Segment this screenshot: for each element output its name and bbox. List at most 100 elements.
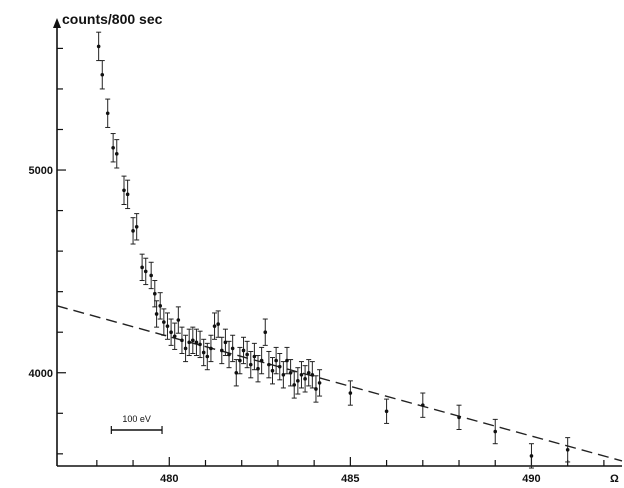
data-point [298, 361, 304, 389]
data-point [168, 318, 174, 346]
data-point [125, 179, 131, 210]
data-marker [122, 188, 126, 193]
data-marker [288, 370, 293, 375]
data-point [306, 359, 312, 387]
data-point [244, 340, 250, 369]
data-marker [314, 387, 318, 391]
data-marker [205, 354, 210, 359]
data-marker [565, 447, 570, 452]
data-marker [125, 192, 130, 197]
data-marker [277, 364, 282, 369]
data-point [105, 98, 111, 128]
data-point [317, 369, 323, 397]
data-marker [134, 224, 139, 229]
data-marker [183, 346, 188, 351]
data-point [96, 31, 102, 62]
data-marker [223, 340, 228, 345]
data-point [291, 371, 297, 399]
data-marker [162, 320, 166, 324]
data-point [172, 322, 178, 350]
data-marker [227, 352, 231, 357]
data-point [130, 217, 136, 245]
data-point [248, 350, 254, 379]
data-point [255, 355, 261, 383]
data-marker [180, 338, 184, 343]
data-marker [263, 330, 268, 335]
y-axis-arrow [53, 18, 61, 28]
data-marker [158, 304, 163, 308]
data-point [456, 404, 462, 431]
data-point [190, 326, 196, 354]
data-marker [176, 318, 181, 322]
data-marker [114, 152, 119, 156]
data-marker [238, 358, 242, 363]
data-point [161, 308, 167, 336]
data-marker [281, 372, 286, 377]
data-marker [252, 354, 257, 359]
data-marker [310, 372, 315, 377]
y-tick-label: 4000 [29, 368, 53, 380]
data-marker [384, 409, 389, 414]
data-point [251, 342, 257, 371]
data-marker [306, 370, 311, 375]
data-point [201, 338, 207, 367]
data-point [215, 310, 221, 338]
data-point [347, 380, 353, 406]
data-marker [143, 269, 148, 274]
data-point [284, 346, 290, 375]
data-point [233, 359, 239, 387]
data-point [154, 300, 160, 328]
data-point [241, 336, 247, 365]
data-marker [131, 229, 135, 233]
data-marker [212, 324, 217, 328]
data-point [204, 342, 210, 371]
data-marker [348, 391, 353, 395]
axes: 4000 5000 480 485 490 100 eV [29, 18, 622, 485]
data-point [302, 365, 308, 393]
data-point [143, 257, 149, 286]
x-tick-label: 490 [522, 473, 540, 485]
data-marker [149, 273, 153, 278]
data-marker [267, 362, 271, 367]
data-marker [234, 370, 239, 375]
data-point [157, 292, 163, 320]
data-marker [140, 265, 144, 270]
data-marker [209, 346, 213, 351]
data-point [565, 437, 571, 463]
data-marker [285, 358, 289, 363]
data-point [492, 418, 498, 445]
data-point [175, 306, 181, 334]
data-point [420, 392, 426, 418]
data-marker [219, 348, 224, 353]
data-point [269, 357, 275, 385]
data-point [164, 312, 170, 340]
data-marker [259, 358, 264, 363]
data-marker [241, 348, 246, 353]
data-marker [292, 383, 297, 387]
data-marker [421, 403, 425, 407]
x-tick-label: 480 [160, 473, 178, 485]
data-marker [105, 111, 110, 116]
data-point [230, 334, 236, 363]
data-marker [194, 340, 199, 345]
data-marker [256, 366, 260, 371]
data-marker [187, 340, 191, 345]
data-marker [493, 429, 498, 434]
data-point [528, 443, 534, 469]
data-point [219, 336, 225, 365]
data-point [266, 350, 272, 379]
data-point [295, 367, 301, 395]
data-marker [299, 372, 304, 377]
data-points [96, 31, 571, 469]
data-point [197, 330, 203, 359]
data-marker [169, 330, 173, 335]
data-point [99, 60, 105, 90]
data-marker [201, 350, 206, 355]
data-point [186, 328, 192, 357]
data-point [222, 328, 228, 357]
data-point [208, 334, 214, 363]
data-marker [191, 338, 195, 343]
data-point [193, 328, 199, 357]
